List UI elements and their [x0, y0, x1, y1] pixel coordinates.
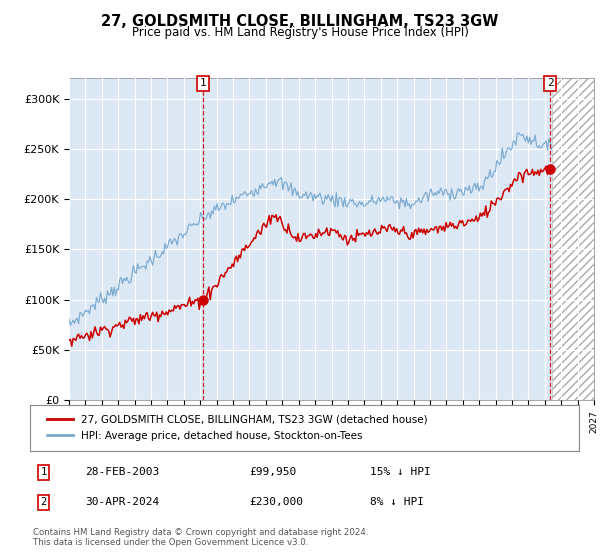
Text: 1: 1	[41, 467, 47, 477]
Text: 28-FEB-2003: 28-FEB-2003	[85, 467, 159, 477]
Text: 2: 2	[41, 497, 47, 507]
Text: 2: 2	[547, 78, 554, 88]
Text: 30-APR-2024: 30-APR-2024	[85, 497, 159, 507]
Text: Price paid vs. HM Land Registry's House Price Index (HPI): Price paid vs. HM Land Registry's House …	[131, 26, 469, 39]
Legend: 27, GOLDSMITH CLOSE, BILLINGHAM, TS23 3GW (detached house), HPI: Average price, : 27, GOLDSMITH CLOSE, BILLINGHAM, TS23 3G…	[41, 409, 434, 447]
Text: 1: 1	[200, 78, 206, 88]
Text: £230,000: £230,000	[250, 497, 304, 507]
Text: Contains HM Land Registry data © Crown copyright and database right 2024.
This d: Contains HM Land Registry data © Crown c…	[33, 528, 368, 547]
Text: 15% ↓ HPI: 15% ↓ HPI	[370, 467, 431, 477]
Text: 27, GOLDSMITH CLOSE, BILLINGHAM, TS23 3GW: 27, GOLDSMITH CLOSE, BILLINGHAM, TS23 3G…	[101, 14, 499, 29]
Text: 8% ↓ HPI: 8% ↓ HPI	[370, 497, 424, 507]
Text: £99,950: £99,950	[250, 467, 297, 477]
